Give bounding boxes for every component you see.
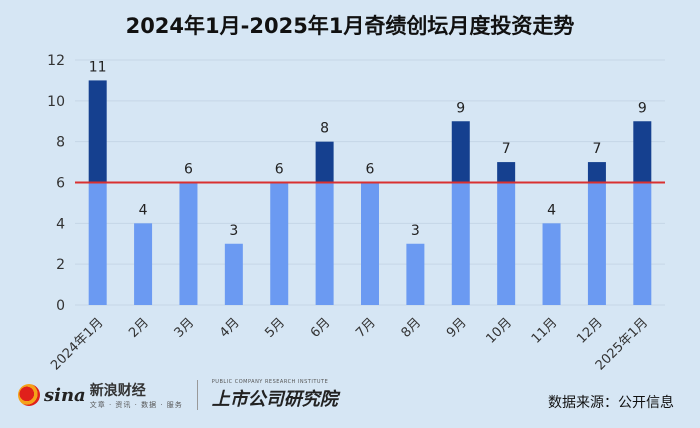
bar: [179, 182, 198, 305]
x-tick-label: 2024年1月: [48, 315, 106, 373]
x-tick-label: 11月: [529, 315, 560, 346]
x-tick-label: 4月: [217, 315, 243, 341]
bar: [633, 182, 652, 305]
data-label: 9: [638, 100, 647, 116]
data-label: 7: [502, 141, 511, 157]
bar: [497, 182, 516, 305]
data-label: 4: [547, 202, 556, 218]
sina-brand-cn: 新浪财经: [89, 383, 146, 399]
x-tick-label: 2月: [126, 315, 152, 341]
institute-name-en: PUBLIC COMPANY RESEARCH INSTITUTE: [211, 379, 329, 385]
bar: [451, 182, 470, 305]
bar: [542, 223, 561, 305]
institute-logo: PUBLIC COMPANY RESEARCH INSTITUTE 上市公司研究…: [212, 379, 338, 411]
publisher-logo: sina 新浪财经 文章 · 资讯 · 数据 · 服务 PUBLIC COMPA…: [18, 378, 338, 412]
y-tick-label: 8: [56, 135, 65, 151]
data-label: 7: [592, 141, 601, 157]
logo-divider: [196, 380, 198, 410]
chart-title: 2024年1月-2025年1月奇绩创坛月度投资走势: [125, 14, 575, 38]
x-tick-label: 7月: [353, 315, 379, 341]
bar: [134, 223, 153, 305]
bar-excess: [633, 121, 652, 183]
bar-excess: [587, 162, 606, 183]
data-source: 数据来源：公开信息: [548, 395, 674, 411]
bar: [224, 243, 243, 305]
data-label: 8: [320, 121, 329, 137]
data-label: 3: [229, 223, 238, 239]
bar: [361, 182, 379, 305]
bar-excess: [497, 162, 516, 183]
y-tick-label: 2: [56, 257, 65, 273]
x-tick-label: 5月: [262, 315, 288, 341]
x-tick-label: 3月: [172, 315, 198, 341]
sina-brand-sub: 文章 · 资讯 · 数据 · 服务: [89, 401, 183, 409]
bar: [270, 182, 289, 305]
bar: [406, 243, 425, 305]
x-tick-label: 8月: [399, 315, 425, 341]
data-label: 11: [89, 59, 107, 75]
y-tick-label: 4: [56, 216, 65, 232]
bar: [587, 182, 606, 305]
institute-name-cn: 上市公司研究院: [211, 389, 338, 410]
x-tick-label: 12月: [574, 315, 605, 346]
x-tick-label: 9月: [444, 315, 470, 341]
sina-brand: sina: [44, 384, 86, 406]
bar: [88, 182, 107, 305]
bar: [315, 182, 334, 305]
data-label: 6: [366, 162, 375, 178]
data-label: 6: [275, 162, 284, 178]
bar-excess: [88, 80, 107, 183]
bar-excess: [451, 121, 470, 183]
data-label: 4: [139, 202, 148, 218]
x-tick-label: 6月: [308, 315, 334, 341]
data-label: 3: [411, 223, 420, 239]
data-label: 6: [184, 162, 193, 178]
y-tick-label: 0: [56, 298, 65, 314]
bar-excess: [315, 141, 334, 183]
y-tick-label: 10: [47, 94, 65, 110]
x-tick-label: 10月: [483, 315, 514, 346]
sina-logo: sina 新浪财经 文章 · 资讯 · 数据 · 服务: [18, 380, 183, 410]
y-tick-label: 6: [56, 176, 65, 192]
sina-eye-icon: [18, 384, 40, 406]
data-label: 9: [456, 100, 465, 116]
y-tick-label: 12: [47, 53, 65, 69]
